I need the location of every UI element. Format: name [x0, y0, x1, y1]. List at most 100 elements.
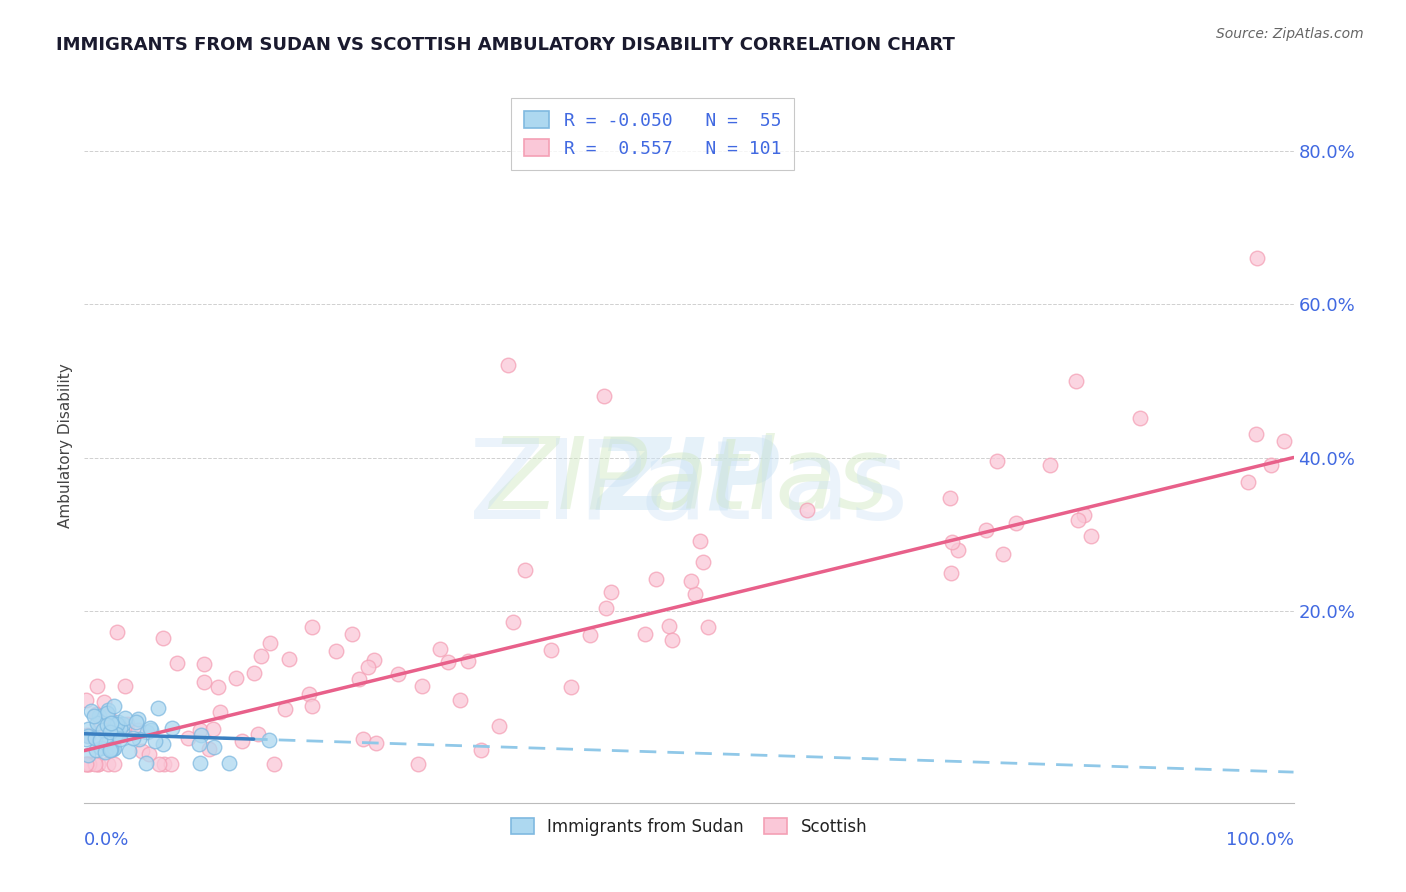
Point — [103, 741, 125, 756]
Point — [76, 728, 98, 742]
Point — [103, 741, 125, 756]
Point — [100, 716, 122, 731]
Point — [274, 702, 297, 716]
Point — [75, 756, 97, 771]
Point — [91, 723, 114, 737]
Point — [689, 533, 711, 548]
Point — [696, 620, 718, 634]
Point — [207, 680, 229, 694]
Point — [470, 743, 492, 757]
Point — [90, 741, 112, 756]
Point — [974, 523, 997, 537]
Point — [89, 732, 111, 747]
Point — [685, 587, 707, 601]
Text: ZIPatlas: ZIPatlas — [470, 435, 908, 542]
Point — [301, 699, 323, 714]
Point — [86, 716, 108, 731]
Point — [1005, 516, 1028, 530]
Point — [342, 627, 364, 641]
Point — [84, 731, 107, 745]
Point — [103, 699, 125, 714]
Point — [208, 705, 231, 719]
Point — [1244, 427, 1267, 442]
Point — [198, 741, 221, 756]
Point — [94, 745, 117, 759]
Point — [104, 727, 127, 741]
Point — [96, 718, 118, 732]
Point — [138, 747, 160, 762]
Point — [127, 723, 149, 737]
Point — [105, 624, 128, 639]
Point — [98, 742, 121, 756]
Point — [202, 739, 225, 754]
Point — [1064, 374, 1087, 388]
Y-axis label: Ambulatory Disability: Ambulatory Disability — [58, 364, 73, 528]
Point — [298, 687, 321, 701]
Point — [97, 707, 120, 722]
Point — [138, 721, 160, 735]
Point — [259, 636, 281, 650]
Point — [76, 756, 98, 771]
Point — [278, 652, 301, 666]
Point — [263, 756, 285, 771]
Point — [1272, 434, 1295, 449]
Point — [193, 675, 215, 690]
Point — [77, 723, 100, 737]
Point — [96, 702, 118, 716]
Point — [437, 655, 460, 669]
Text: IMMIGRANTS FROM SUDAN VS SCOTTISH AMBULATORY DISABILITY CORRELATION CHART: IMMIGRANTS FROM SUDAN VS SCOTTISH AMBULA… — [56, 36, 955, 54]
Point — [100, 742, 122, 756]
Point — [579, 628, 602, 642]
Point — [406, 756, 429, 771]
Point — [141, 723, 163, 737]
Point — [93, 695, 115, 709]
Point — [301, 620, 323, 634]
Point — [128, 731, 150, 746]
Point — [87, 756, 110, 771]
Point — [152, 737, 174, 751]
Point — [796, 502, 818, 516]
Point — [89, 719, 111, 733]
Point — [148, 756, 170, 771]
Point — [243, 665, 266, 680]
Point — [600, 584, 623, 599]
Point — [193, 657, 215, 671]
Point — [202, 722, 225, 736]
Point — [89, 708, 111, 723]
Point — [115, 717, 138, 731]
Point — [75, 756, 97, 771]
Point — [188, 723, 211, 737]
Point — [80, 704, 103, 718]
Point — [411, 679, 433, 693]
Point — [1246, 251, 1268, 265]
Point — [496, 359, 519, 373]
Point — [177, 731, 200, 745]
Point — [111, 723, 134, 738]
Point — [125, 715, 148, 730]
Text: 100.0%: 100.0% — [1226, 831, 1294, 849]
Point — [96, 706, 118, 720]
Point — [96, 736, 118, 750]
Point — [160, 756, 183, 771]
Point — [429, 641, 451, 656]
Point — [84, 706, 107, 721]
Point — [77, 748, 100, 763]
Point — [108, 732, 131, 747]
Point — [1237, 475, 1260, 490]
Point — [679, 574, 702, 588]
Point — [457, 654, 479, 668]
Point — [941, 566, 963, 581]
Point — [1066, 513, 1088, 527]
Point — [114, 679, 136, 693]
Point — [218, 756, 240, 770]
Point — [84, 743, 107, 757]
Text: ZIP: ZIP — [598, 434, 780, 530]
Point — [257, 733, 280, 747]
Point — [986, 454, 1008, 468]
Point — [247, 727, 270, 741]
Point — [97, 756, 120, 771]
Point — [135, 725, 157, 739]
Point — [540, 642, 562, 657]
Point — [1129, 410, 1152, 425]
Point — [938, 491, 960, 506]
